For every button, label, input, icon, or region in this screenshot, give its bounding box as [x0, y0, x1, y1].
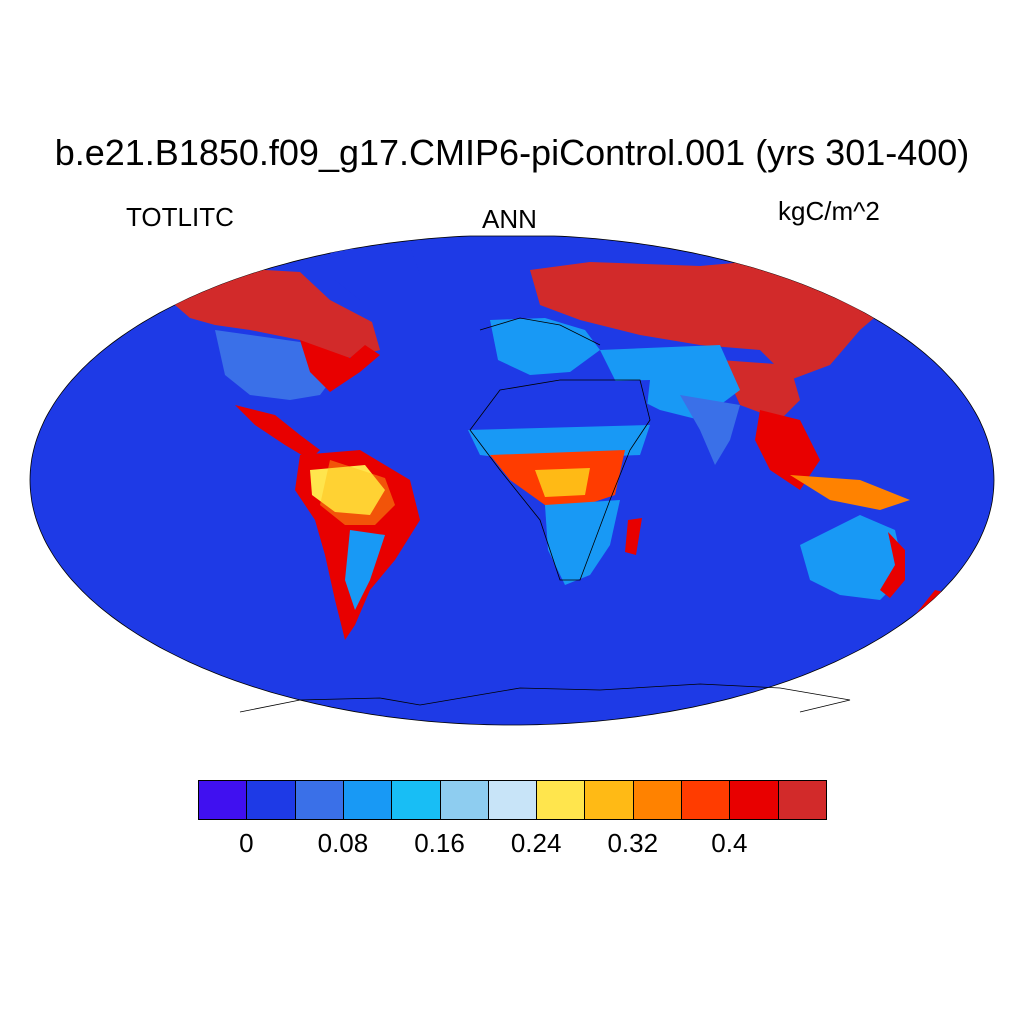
season-label: ANN	[482, 204, 537, 234]
colorbar-swatch	[536, 780, 586, 820]
land-fields	[160, 246, 955, 640]
southern-africa	[545, 500, 620, 585]
north-america-boreal	[160, 268, 380, 360]
colorbar-swatch	[391, 780, 441, 820]
colorbar-tick-label: 0.4	[711, 828, 748, 858]
units-label: kgC/m^2	[778, 196, 880, 226]
europe	[490, 318, 600, 375]
variable-label: TOTLITC	[126, 202, 234, 232]
congo	[535, 468, 590, 497]
south-asia	[680, 395, 740, 465]
colorbar-swatch	[198, 780, 248, 820]
colorbar-swatch	[584, 780, 634, 820]
eurasia-boreal	[530, 258, 895, 380]
plot-title: b.e21.B1850.f09_g17.CMIP6-piControl.001 …	[54, 132, 970, 173]
colorbar-tick-label: 0.32	[607, 828, 659, 858]
southeast-asia	[755, 410, 820, 490]
colorbar-swatch	[681, 780, 731, 820]
madagascar	[625, 518, 642, 555]
australia	[800, 515, 905, 600]
amazon-fringe	[320, 460, 395, 525]
colorbar-swatch	[729, 780, 779, 820]
colorbar-tick-label: 0.16	[414, 828, 465, 858]
colorbar-swatch	[439, 780, 489, 820]
world-map	[29, 235, 995, 726]
amazon	[310, 465, 385, 515]
north-america-east	[300, 340, 380, 392]
colorbar-swatch	[342, 780, 393, 820]
australia-east	[880, 532, 905, 598]
south-america-interior	[345, 530, 385, 610]
colorbar-swatch	[487, 780, 538, 820]
colorbar-swatch	[632, 780, 683, 820]
north-america-central	[215, 330, 345, 400]
colorbar-swatch	[294, 780, 344, 820]
coastlines	[239, 317, 851, 713]
colorbar-swatch	[246, 780, 296, 820]
indonesia	[790, 475, 910, 510]
greenland	[330, 246, 420, 300]
colorbar-tick-label: 0	[239, 828, 254, 858]
sahara	[465, 380, 650, 430]
central-america	[235, 405, 320, 460]
colorbar-tick-label: 0.24	[510, 828, 562, 858]
colorbar-tick-label: 0.08	[317, 828, 369, 858]
colorbar-swatch	[777, 780, 827, 820]
